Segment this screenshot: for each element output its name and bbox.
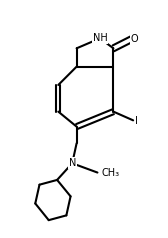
Text: NH: NH xyxy=(93,33,107,43)
Text: CH₃: CH₃ xyxy=(102,168,120,178)
Text: O: O xyxy=(131,34,138,44)
Text: N: N xyxy=(69,158,76,168)
Text: I: I xyxy=(135,116,138,126)
